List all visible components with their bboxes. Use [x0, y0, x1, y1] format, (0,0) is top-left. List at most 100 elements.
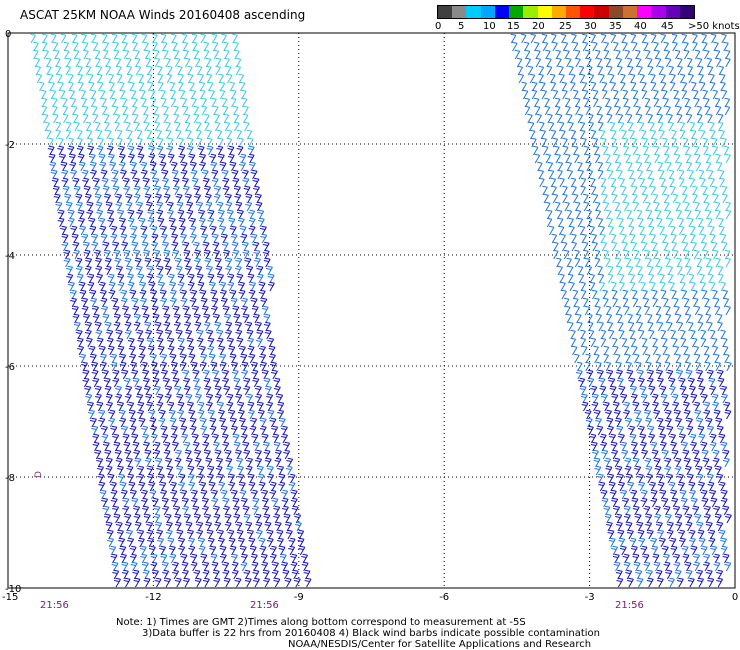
wind-barb	[110, 425, 118, 436]
wind-barb	[690, 129, 697, 140]
wind-barb	[575, 209, 582, 220]
wind-barb	[599, 281, 605, 292]
wind-barb	[111, 33, 118, 44]
wind-barb	[290, 497, 298, 508]
wind-barb	[103, 113, 110, 124]
wind-barb	[263, 257, 271, 268]
wind-barb	[670, 489, 678, 500]
wind-barb	[140, 553, 148, 564]
wind-barb	[207, 217, 215, 228]
wind-barb	[156, 529, 164, 540]
wind-barb	[85, 321, 92, 332]
wind-barb	[202, 433, 210, 444]
wind-barb	[591, 233, 597, 244]
wind-barb	[127, 145, 135, 156]
wind-barb	[241, 169, 249, 180]
wind-barb	[99, 289, 107, 300]
wind-barb	[105, 57, 111, 68]
wind-barb	[156, 265, 164, 276]
wind-barb	[667, 113, 673, 124]
wind-barb	[183, 577, 191, 588]
wind-barb	[63, 249, 71, 260]
wind-barb	[267, 473, 274, 484]
wind-barb	[169, 417, 177, 428]
wind-barb	[187, 345, 195, 356]
wind-barb	[208, 353, 216, 364]
wind-barb	[710, 129, 716, 140]
wind-barb	[612, 337, 618, 348]
wind-barb	[689, 433, 697, 444]
wind-barb	[91, 233, 99, 244]
wind-barb	[117, 401, 124, 412]
wind-barb	[188, 353, 196, 364]
wind-barb	[34, 57, 41, 68]
wind-barb	[611, 497, 619, 508]
wind-barb	[682, 449, 690, 460]
wind-barb	[606, 313, 613, 324]
wind-barb	[663, 201, 670, 212]
wind-barb	[204, 257, 212, 268]
wind-barb	[156, 145, 164, 156]
wind-barb	[600, 393, 608, 404]
wind-barb	[218, 137, 224, 148]
wind-barb	[161, 41, 168, 52]
wind-barb	[112, 433, 120, 444]
wind-barb	[136, 329, 144, 340]
wind-barb	[271, 569, 279, 580]
wind-barb	[214, 321, 222, 332]
wind-barb	[241, 97, 248, 108]
wind-barb	[642, 289, 648, 300]
wind-barb	[679, 121, 686, 132]
wind-barb	[119, 361, 127, 372]
wind-barb	[657, 161, 664, 172]
wind-barb	[217, 401, 225, 412]
wind-barb	[173, 113, 180, 124]
wind-barb	[76, 337, 84, 348]
wind-barb	[588, 329, 595, 340]
wind-barb	[128, 345, 136, 356]
wind-barb	[256, 329, 264, 340]
wind-barb	[641, 241, 648, 252]
wind-barb	[725, 257, 731, 268]
wind-barb	[145, 57, 152, 68]
wind-barb	[270, 361, 277, 372]
wind-barb	[620, 393, 628, 404]
wind-barb	[178, 217, 186, 228]
wind-barb	[545, 153, 552, 164]
wind-barb	[673, 505, 681, 516]
wind-barb	[150, 353, 157, 364]
wind-barb	[651, 393, 659, 404]
wind-barb	[715, 257, 721, 268]
wind-barb	[122, 305, 130, 316]
wind-barb	[651, 449, 659, 460]
wind-barb	[134, 57, 141, 68]
wind-barb	[104, 513, 111, 524]
wind-barb	[594, 49, 601, 60]
wind-barb	[674, 305, 680, 316]
wind-barb	[668, 577, 675, 588]
wind-barb	[671, 449, 679, 460]
wind-barb	[538, 65, 545, 76]
wind-barb	[643, 297, 650, 308]
wind-barb	[612, 401, 620, 412]
wind-barb	[686, 209, 692, 220]
wind-barb	[678, 529, 686, 540]
wind-barb	[696, 569, 704, 580]
wind-barb	[75, 265, 83, 276]
wind-barb	[64, 193, 72, 204]
wind-barb	[705, 305, 711, 316]
wind-barb	[163, 449, 171, 460]
wind-barb	[155, 521, 163, 532]
colorbar-segment	[608, 6, 623, 18]
wind-barb	[631, 497, 639, 508]
wind-barb	[614, 249, 621, 260]
wind-barb	[717, 265, 724, 276]
wind-barb	[597, 265, 603, 276]
wind-barb	[682, 505, 690, 516]
wind-barb	[225, 321, 233, 332]
wind-barb	[63, 41, 70, 52]
wind-barb	[629, 281, 636, 292]
wind-barb	[246, 329, 254, 340]
wind-barb	[82, 113, 89, 124]
wind-barb	[692, 289, 698, 300]
